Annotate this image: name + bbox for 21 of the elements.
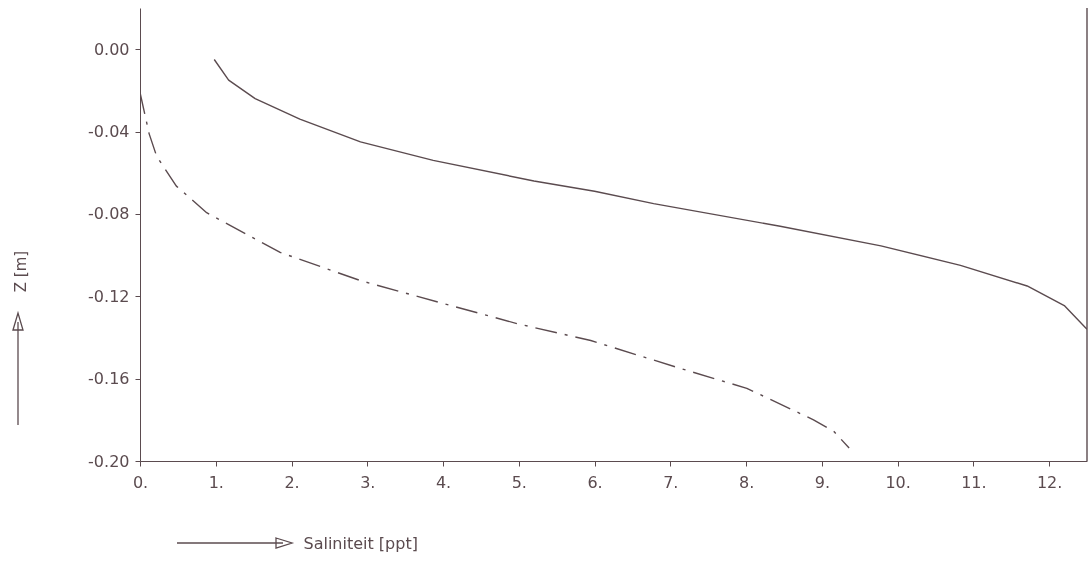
x-tick-label: 4. bbox=[435, 472, 452, 492]
x-tick-label: 8. bbox=[738, 472, 755, 492]
y-tick-label: -0.20 bbox=[88, 451, 130, 471]
x-tick-label: 0. bbox=[132, 472, 149, 492]
x-tick-label: 2. bbox=[284, 472, 300, 492]
x-tick-label: 11. bbox=[961, 472, 987, 492]
x-tick-label: 6. bbox=[587, 472, 603, 492]
x-tick-label: 10. bbox=[885, 472, 911, 492]
x-tick-label: 1. bbox=[208, 472, 224, 492]
x-axis-title: Saliniteit [ppt] bbox=[303, 533, 418, 553]
y-tick-label: -0.08 bbox=[88, 204, 130, 224]
x-tick-label: 12. bbox=[1036, 472, 1063, 492]
y-axis-title: Z [m] bbox=[11, 250, 30, 293]
x-tick-label: 9. bbox=[814, 472, 830, 492]
x-tick-label: 5. bbox=[511, 472, 527, 492]
x-tick-label: 3. bbox=[360, 472, 376, 492]
x-tick-label: 7. bbox=[663, 472, 679, 492]
y-tick-label: -0.04 bbox=[88, 122, 130, 142]
y-tick-label: -0.12 bbox=[88, 286, 130, 306]
y-tick-label: 0.00 bbox=[93, 39, 130, 59]
y-tick-label: -0.16 bbox=[88, 369, 130, 389]
